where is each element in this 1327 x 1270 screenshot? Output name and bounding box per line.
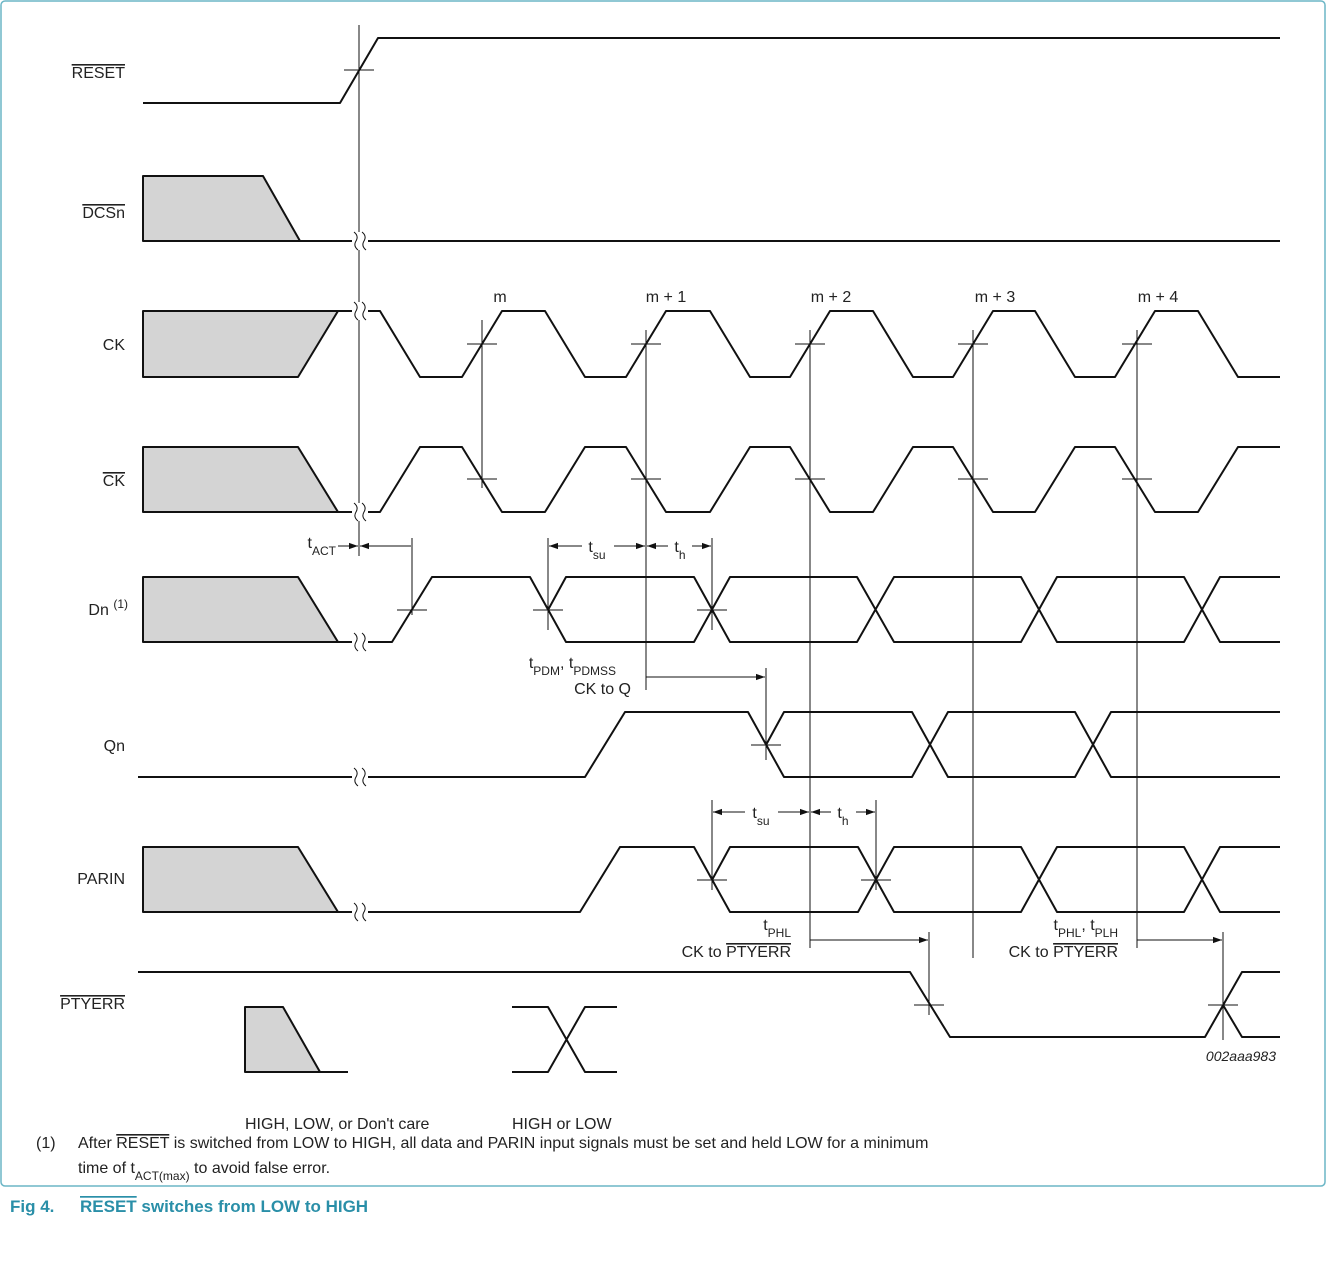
dont-care-region <box>142 310 339 378</box>
label-text: DCSn <box>82 205 125 222</box>
break-mark <box>351 502 369 522</box>
signal-label: PTYERR <box>60 996 125 1013</box>
t: t <box>308 535 313 552</box>
signal-label: Qn <box>104 738 125 755</box>
timing-label: tPHL, tPLH <box>1054 917 1118 940</box>
ptyerr-wave <box>138 971 1280 1038</box>
break-mark <box>351 632 369 652</box>
label-footnote: (1) <box>113 597 128 611</box>
note-text: After <box>78 1135 116 1152</box>
label-text: PTYERR <box>60 996 125 1013</box>
signal-label: RESET <box>72 65 126 82</box>
figure-id: 002aaa983 <box>1206 1048 1276 1064</box>
signal-label: Dn (1) <box>88 597 128 619</box>
break-mark <box>351 902 369 922</box>
timing-arrows <box>338 542 1222 944</box>
clock-edge-label: m + 4 <box>1138 289 1179 306</box>
t: t <box>588 539 593 556</box>
t: , t <box>1081 917 1095 934</box>
t: CK to <box>1009 944 1053 961</box>
t: t <box>752 805 757 822</box>
t: t <box>1054 917 1059 934</box>
parin-wave <box>338 846 1280 913</box>
signal: PTYERR <box>1053 944 1118 961</box>
break-marks <box>351 231 369 922</box>
sub: PDMSS <box>573 664 616 678</box>
figure-frame <box>0 0 1326 1187</box>
sub: PLH <box>1095 926 1118 940</box>
break-mark <box>351 231 369 251</box>
reference-lines <box>358 25 1224 1040</box>
dont-care-region <box>142 175 301 242</box>
label-text: RESET <box>72 65 126 82</box>
note-marker: (1) <box>36 1135 56 1152</box>
label-text: PARIN <box>77 871 125 888</box>
timing-label: tPDM, tPDMSS <box>529 655 616 678</box>
clock-edge-label: m <box>493 289 506 306</box>
caption-signal: RESET <box>80 1197 137 1216</box>
timing-label: tsu <box>752 805 769 828</box>
crossing-ticks <box>344 69 1238 1006</box>
sub: su <box>757 814 770 828</box>
caption-number: Fig 4. <box>10 1197 54 1216</box>
note-text: is switched from LOW to HIGH, all data a… <box>169 1135 928 1152</box>
sub: h <box>679 548 686 562</box>
t: t <box>837 805 842 822</box>
legend-dont-care <box>244 1006 321 1073</box>
label-text: CK <box>103 337 126 354</box>
timing-label: tACT <box>308 535 337 558</box>
legend-label: HIGH or LOW <box>512 1116 612 1133</box>
dont-care-region <box>142 846 339 913</box>
caption-title: RESET switches from LOW to HIGH <box>80 1197 368 1216</box>
signal-label: PARIN <box>77 871 125 888</box>
clock-edge-label: m + 2 <box>811 289 852 306</box>
dont-care-region <box>142 576 339 643</box>
sub: PHL <box>768 926 792 940</box>
qn-wave <box>138 711 1280 778</box>
note-text: time of t <box>78 1160 135 1177</box>
sub: su <box>593 548 606 562</box>
note-signal: RESET <box>116 1135 170 1152</box>
timing-label: CK to Q <box>574 681 631 698</box>
clock-edge-label: m + 1 <box>646 289 687 306</box>
legend-transition <box>512 1006 617 1073</box>
timing-label: CK to PTYERR <box>682 944 791 961</box>
dn-wave <box>338 576 1280 643</box>
signal: PTYERR <box>726 944 791 961</box>
signal-label: CK <box>103 473 126 490</box>
sub: h <box>842 814 849 828</box>
reset-wave <box>143 37 1280 104</box>
timing-label: tsu <box>588 539 605 562</box>
note-line: After RESET is switched from LOW to HIGH… <box>78 1135 928 1152</box>
break-mark <box>351 301 369 321</box>
caption-text: switches from LOW to HIGH <box>137 1197 368 1216</box>
sub: ACT <box>312 544 337 558</box>
timing-label: th <box>837 805 848 828</box>
signal-label: CK <box>103 337 126 354</box>
t: CK to <box>682 944 726 961</box>
legend-label: HIGH, LOW, or Don't care <box>245 1116 430 1133</box>
label-text: CK <box>103 473 126 490</box>
t: t <box>674 539 679 556</box>
clock-edge-label: m + 3 <box>975 289 1016 306</box>
break-mark <box>351 767 369 787</box>
note-line: time of tACT(max) to avoid false error. <box>78 1160 330 1183</box>
label-text: Dn <box>88 602 113 619</box>
signal-label: DCSn <box>82 205 125 222</box>
dont-care-region <box>142 446 339 513</box>
sub: PHL <box>1058 926 1082 940</box>
timing-label: th <box>674 539 685 562</box>
t: t <box>529 655 534 672</box>
t: , t <box>560 655 574 672</box>
t: t <box>763 917 768 934</box>
label-text: Qn <box>104 738 125 755</box>
note-sub: ACT(max) <box>135 1169 190 1183</box>
sub: PDM <box>533 664 560 678</box>
note-text: to avoid false error. <box>190 1160 331 1177</box>
timing-label: tPHL <box>763 917 791 940</box>
timing-label: CK to PTYERR <box>1009 944 1118 961</box>
